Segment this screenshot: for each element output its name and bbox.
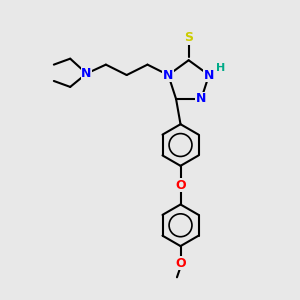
Text: S: S [184,32,193,44]
Text: O: O [175,256,186,269]
Text: H: H [216,63,225,73]
Text: O: O [175,178,186,192]
Text: N: N [196,92,206,106]
Text: N: N [163,68,173,82]
Text: N: N [81,67,92,80]
Text: N: N [204,68,214,82]
